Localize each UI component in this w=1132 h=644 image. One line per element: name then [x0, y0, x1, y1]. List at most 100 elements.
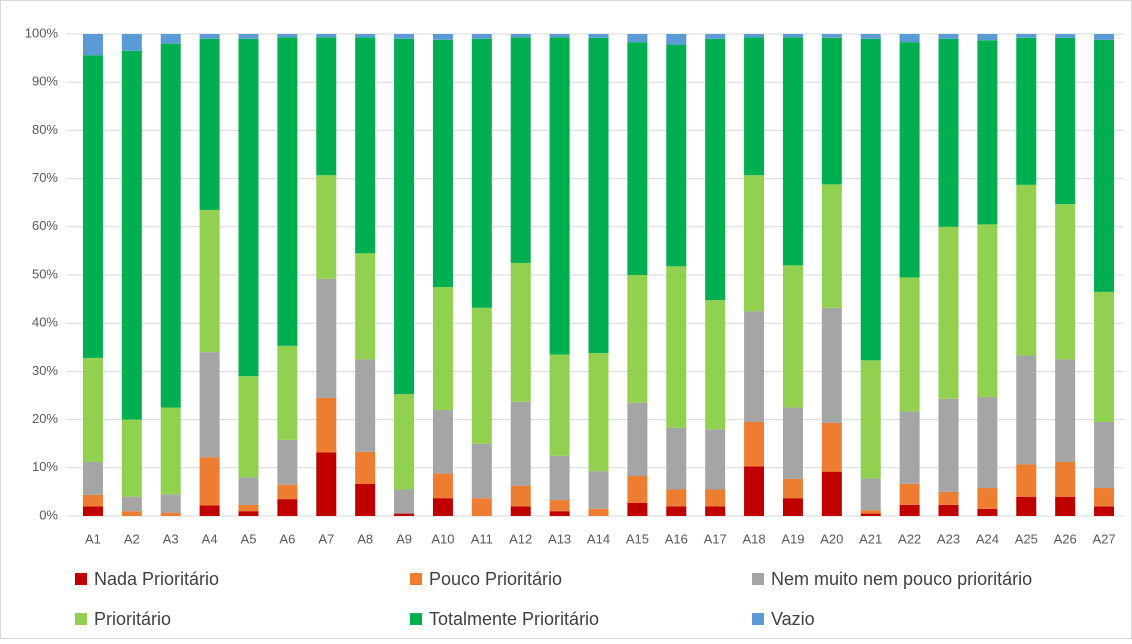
x-tick-label: A12 [509, 531, 532, 546]
bar-segment [782, 265, 803, 408]
legend-label: Pouco Prioritário [429, 569, 562, 589]
bar-segment [277, 34, 298, 38]
bar-segment [277, 484, 298, 500]
bar-segment [549, 511, 570, 516]
legend-swatch [75, 613, 87, 625]
bar-segment [744, 34, 765, 38]
bar-segment [238, 477, 259, 505]
bar-segment [744, 422, 765, 467]
bar-segment [588, 353, 609, 472]
bar-segment [588, 34, 609, 38]
bar-segment [471, 38, 492, 308]
bar-segment [899, 42, 920, 278]
bar-segment [744, 37, 765, 176]
bar-segment [588, 471, 609, 509]
legend-swatch [752, 613, 764, 625]
bar-segment [938, 491, 959, 505]
y-tick-label: 50% [32, 266, 58, 281]
bar-segment [860, 513, 881, 516]
x-tick-label: A17 [704, 531, 727, 546]
bar-segment [394, 394, 415, 490]
bar-segment [977, 224, 998, 397]
x-tick-label: A26 [1054, 531, 1077, 546]
x-tick-label: A13 [548, 531, 571, 546]
bar-segment [1016, 37, 1037, 185]
bar-segment [1055, 34, 1076, 38]
bar-segment [1094, 39, 1115, 292]
bar-segment [160, 494, 181, 513]
bar-segment [277, 499, 298, 516]
bar-segment [199, 34, 220, 39]
bar-segment [821, 307, 842, 423]
bar-segment [549, 500, 570, 512]
bar-segment [782, 37, 803, 266]
x-tick-label: A1 [85, 531, 101, 546]
bar-segment [782, 478, 803, 499]
x-tick-label: A6 [279, 531, 295, 546]
bar-segment [121, 496, 142, 512]
bar-segment [627, 275, 648, 403]
bar-segment [782, 34, 803, 38]
x-tick-label: A7 [318, 531, 334, 546]
bar-segment [121, 34, 142, 51]
x-tick-label: A25 [1015, 531, 1038, 546]
bar-segment [199, 209, 220, 353]
x-tick-label: A23 [937, 531, 960, 546]
bar-segment [82, 506, 103, 516]
bar-segment [199, 505, 220, 516]
bar-segment [666, 44, 687, 267]
x-tick-label: A19 [781, 531, 804, 546]
bar-segment [316, 34, 337, 38]
bar-segment [316, 452, 337, 516]
y-tick-label: 30% [32, 363, 58, 378]
y-tick-label: 0% [39, 507, 58, 522]
bar-segment [821, 184, 842, 308]
y-tick-label: 90% [32, 74, 58, 89]
bar-segment [860, 510, 881, 514]
bar-segment [705, 429, 726, 490]
bar-segment [432, 34, 453, 40]
bar-segment [1094, 506, 1115, 516]
bar-segment [471, 498, 492, 516]
bar-segment [471, 443, 492, 499]
y-tick-label: 10% [32, 459, 58, 474]
bar-segment [199, 352, 220, 458]
bar-segment [627, 475, 648, 503]
bar-segment [705, 506, 726, 516]
bar-segment [977, 40, 998, 225]
bar-segment [821, 471, 842, 516]
bar-segment [899, 504, 920, 516]
bar-segment [1055, 496, 1076, 516]
x-tick-label: A21 [859, 531, 882, 546]
bar-segment [1094, 488, 1115, 507]
bar-segment [627, 402, 648, 476]
legend-swatch [75, 573, 87, 585]
bar-segment [899, 34, 920, 43]
bar-segment [238, 38, 259, 377]
bar-segment [160, 43, 181, 408]
bar-segment [938, 398, 959, 492]
bar-segment [238, 376, 259, 478]
bar-segment [510, 485, 531, 507]
bar-segment [977, 488, 998, 509]
bar-segment [666, 506, 687, 516]
bar-segment [316, 37, 337, 176]
bar-segment [627, 34, 648, 43]
bar-segment [238, 504, 259, 512]
bar-segment [121, 419, 142, 497]
bar-segment [316, 175, 337, 279]
y-tick-label: 70% [32, 170, 58, 185]
bar-segment [160, 512, 181, 516]
bar-segment [82, 55, 103, 358]
bar-segment [121, 50, 142, 420]
bar-segment [899, 277, 920, 412]
bar-segment [744, 466, 765, 516]
x-tick-label: A11 [471, 531, 493, 546]
bar-segment [899, 411, 920, 484]
bar-segment [355, 359, 376, 452]
bar-segment [821, 422, 842, 472]
legend-label: Prioritário [94, 609, 171, 629]
x-tick-label: A18 [742, 531, 765, 546]
bar-segment [394, 489, 415, 514]
bar-segment [432, 39, 453, 288]
